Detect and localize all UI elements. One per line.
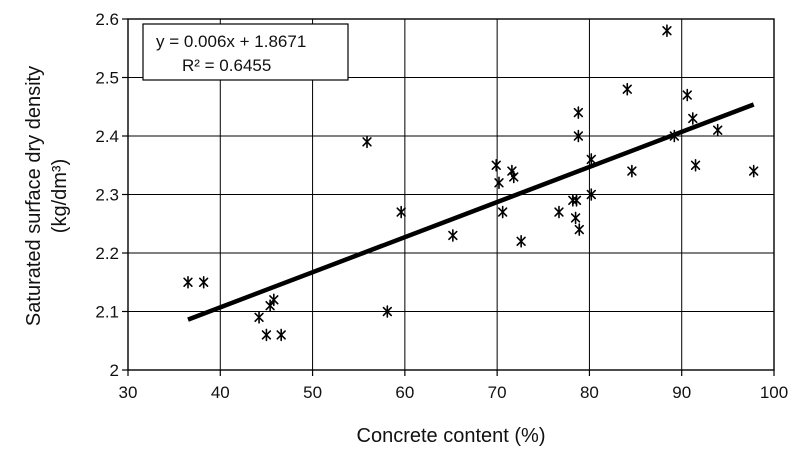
y-tick-label: 2.5 (95, 69, 119, 88)
x-axis-ticks: 30 40 50 60 70 80 90 100 (119, 370, 788, 402)
equation-box: y = 0.006x + 1.8671 R² = 0.6455 (142, 23, 349, 81)
x-tick-label: 100 (760, 383, 788, 402)
data-point (573, 106, 584, 119)
data-point (571, 194, 582, 207)
data-point (682, 88, 692, 102)
data-point (254, 311, 264, 324)
data-point (497, 205, 508, 219)
data-point (690, 158, 701, 172)
data-point (491, 158, 501, 172)
data-point (570, 211, 581, 225)
x-tick-label: 90 (672, 383, 691, 402)
data-point (261, 328, 272, 342)
data-point (749, 164, 759, 178)
data-point (688, 112, 698, 125)
y-axis-ticks: 2 2.1 2.2 2.3 2.4 2.5 2.6 (95, 10, 128, 380)
data-point (362, 135, 372, 149)
data-point (573, 129, 584, 143)
r-squared-label: R² = 0.6455 (182, 56, 271, 75)
data-point (448, 229, 458, 242)
x-tick-label: 80 (580, 383, 599, 402)
data-point (269, 293, 279, 307)
data-point (516, 235, 526, 248)
x-tick-label: 50 (303, 383, 322, 402)
data-point (586, 153, 596, 166)
data-point (586, 188, 596, 201)
x-tick-label: 60 (395, 383, 414, 402)
data-point (713, 123, 723, 137)
x-tick-label: 70 (488, 383, 507, 402)
data-point (509, 170, 519, 184)
y-axis-title-line1: Saturated surface dry density (23, 66, 45, 326)
y-tick-label: 2.1 (95, 303, 119, 322)
trendline-equation: y = 0.006x + 1.8671 (156, 32, 306, 51)
x-tick-label: 30 (119, 383, 138, 402)
data-point (622, 82, 632, 96)
data-point (396, 205, 406, 219)
data-points (183, 24, 759, 342)
data-point (554, 205, 564, 219)
data-point (183, 275, 193, 289)
y-tick-label: 2.3 (95, 186, 119, 205)
x-tick-label: 40 (211, 383, 230, 402)
y-tick-label: 2.6 (95, 10, 119, 29)
data-point (382, 305, 393, 318)
data-point (669, 129, 680, 143)
y-tick-label: 2 (110, 361, 119, 380)
data-point (662, 24, 672, 38)
data-point (276, 328, 286, 342)
x-axis-title: Concrete content (%) (357, 425, 546, 447)
data-point (627, 164, 637, 178)
trendline (187, 102, 755, 322)
data-point (198, 275, 209, 289)
y-axis-title-line2: (kg/dm³) (49, 159, 71, 233)
data-point (265, 299, 275, 312)
data-point (574, 223, 584, 236)
data-point (494, 176, 504, 190)
y-axis-title: Saturated surface dry density (kg/dm³) (23, 66, 71, 326)
y-tick-label: 2.4 (95, 127, 119, 146)
y-tick-label: 2.2 (95, 244, 119, 263)
